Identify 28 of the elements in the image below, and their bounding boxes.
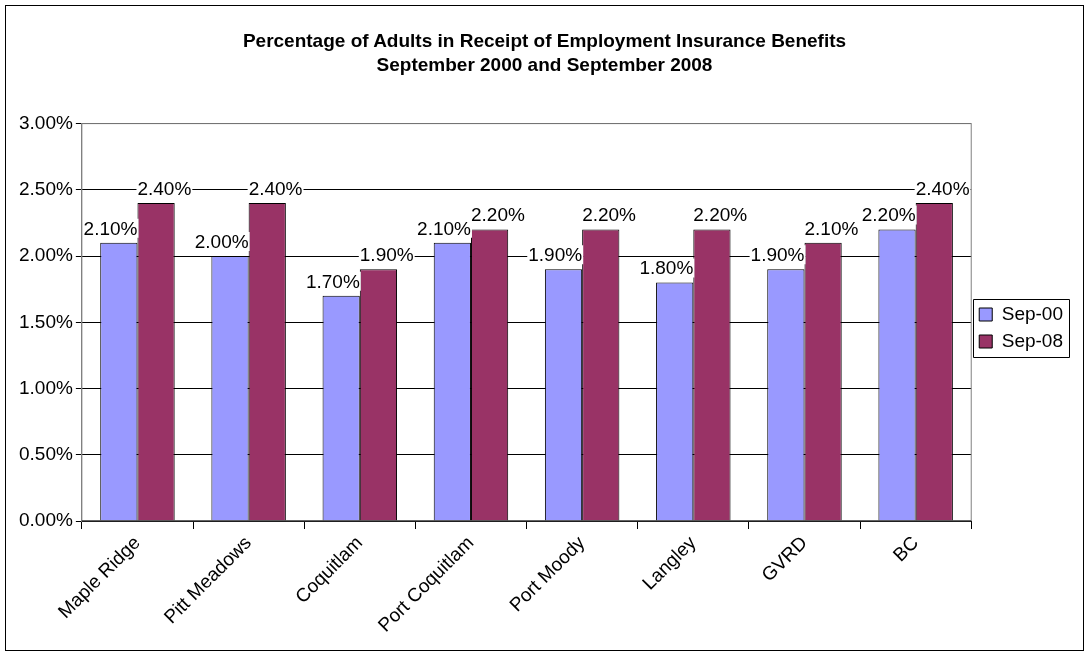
y-tick-label: 2.00%	[19, 244, 73, 266]
legend-label: Sep-00	[1001, 302, 1064, 324]
data-label: 1.80%	[639, 257, 694, 279]
y-tick-label: 0.50%	[19, 443, 73, 465]
data-label: 2.40%	[137, 177, 192, 199]
data-label: 2.20%	[861, 204, 916, 226]
data-label: 2.00%	[194, 230, 249, 252]
data-label: 1.70%	[305, 270, 360, 292]
data-label: 2.10%	[83, 217, 138, 239]
chart-subtitle: September 2000 and September 2008	[376, 54, 713, 76]
y-tick-label: 1.00%	[19, 376, 73, 398]
data-label: 1.90%	[750, 244, 805, 266]
y-tick-label: 3.00%	[19, 111, 73, 133]
data-label: 2.20%	[693, 204, 748, 226]
data-label: 2.20%	[582, 204, 637, 226]
y-tick-label: 0.00%	[19, 509, 73, 531]
x-tick-label: BC	[888, 531, 923, 566]
y-tick-label: 2.50%	[19, 178, 73, 200]
data-label: 2.10%	[804, 217, 859, 239]
data-label: 2.40%	[248, 177, 303, 199]
data-label: 2.20%	[470, 204, 525, 226]
data-label: 1.90%	[359, 244, 414, 266]
data-label: 2.40%	[915, 177, 970, 199]
data-label: 2.10%	[417, 217, 472, 239]
chart-title: Percentage of Adults in Receipt of Employment Insurance Benefits	[242, 29, 847, 51]
data-label: 1.90%	[528, 244, 583, 266]
legend-label: Sep-08	[1001, 329, 1064, 351]
y-tick-label: 1.50%	[19, 310, 73, 332]
